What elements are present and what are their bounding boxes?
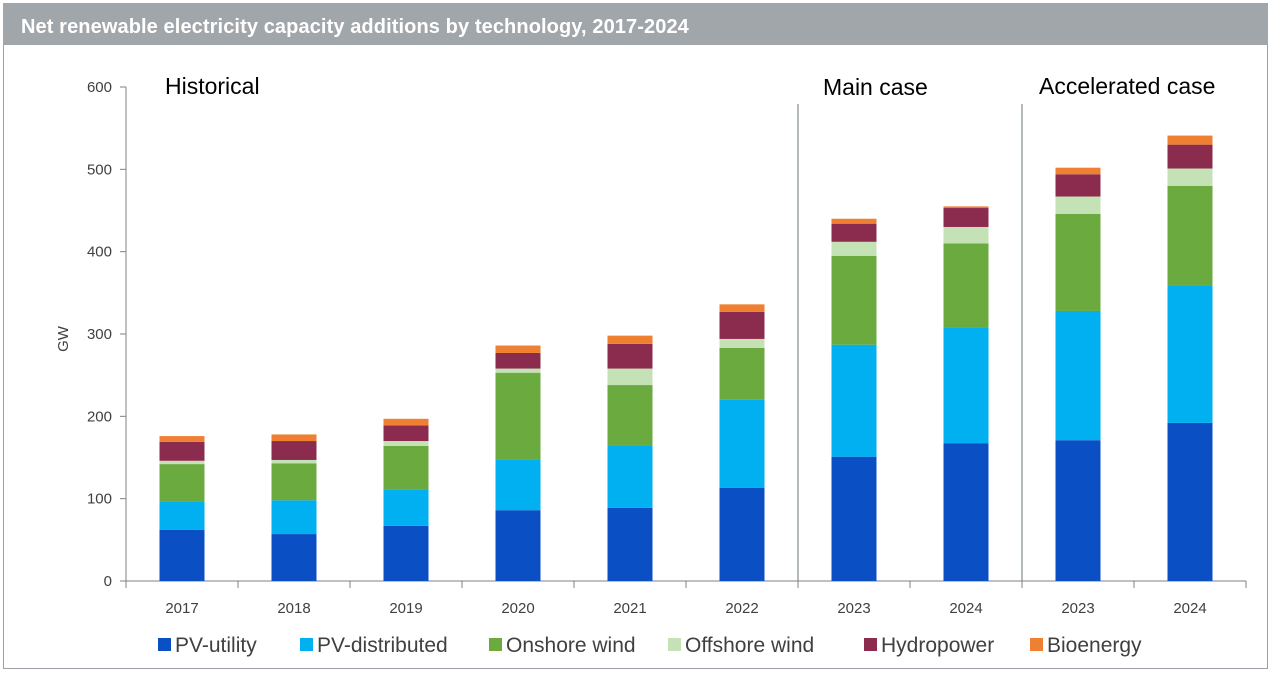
- bar-pv-distributed: [831, 344, 877, 457]
- bar-bioenergy: [831, 218, 877, 224]
- title-bar: Net renewable electricity capacity addit…: [3, 3, 1268, 45]
- bar-onshore-wind: [495, 372, 541, 460]
- bar-hydropower: [719, 311, 765, 339]
- bar-onshore-wind: [1167, 185, 1213, 286]
- bar-bioenergy: [943, 206, 989, 209]
- bar-hydropower: [1167, 144, 1213, 169]
- bar-pv-utility: [383, 525, 429, 581]
- legend-label: Hydropower: [881, 634, 994, 657]
- bar-offshore-wind: [831, 241, 877, 256]
- bar-bioenergy: [1055, 167, 1101, 175]
- bar-pv-distributed: [607, 445, 653, 508]
- y-tick-label: 600: [87, 79, 112, 96]
- bar-hydropower: [383, 425, 429, 442]
- bar-pv-distributed: [719, 399, 765, 488]
- legend-label: PV-distributed: [317, 634, 448, 657]
- bar-onshore-wind: [1055, 213, 1101, 311]
- bar-bioenergy: [383, 418, 429, 426]
- legend-swatch: [668, 638, 681, 651]
- y-tick-label: 300: [87, 326, 112, 343]
- y-axis-label: GW: [55, 325, 72, 352]
- bar-pv-distributed: [1167, 285, 1213, 423]
- x-tick-label: 2021: [613, 600, 646, 617]
- bar-bioenergy: [607, 335, 653, 344]
- x-tick-label: 2022: [725, 600, 758, 617]
- section-label: Historical: [165, 73, 260, 99]
- bar-onshore-wind: [719, 347, 765, 400]
- bar-offshore-wind: [1167, 168, 1213, 186]
- bar-offshore-wind: [943, 226, 989, 244]
- bar-onshore-wind: [943, 243, 989, 328]
- bar-hydropower: [495, 352, 541, 369]
- section-label: Main case: [823, 74, 928, 100]
- bar-pv-utility: [831, 456, 877, 581]
- bar-bioenergy: [719, 304, 765, 312]
- bar-bioenergy: [271, 434, 317, 442]
- legend-swatch: [864, 638, 877, 651]
- bar-pv-utility: [943, 443, 989, 581]
- bar-onshore-wind: [831, 255, 877, 345]
- x-tick-label: 2023: [837, 600, 870, 617]
- y-tick-label: 100: [87, 491, 112, 508]
- legend-label: Bioenergy: [1047, 634, 1142, 657]
- bar-hydropower: [271, 441, 317, 460]
- bar-bioenergy: [495, 345, 541, 353]
- x-tick-label: 2024: [949, 600, 982, 617]
- legend-swatch: [1030, 638, 1043, 651]
- bar-offshore-wind: [719, 338, 765, 348]
- bar-pv-utility: [159, 529, 205, 581]
- section-label: Accelerated case: [1039, 73, 1215, 99]
- bar-pv-utility: [719, 487, 765, 581]
- bar-pv-distributed: [943, 327, 989, 444]
- bar-bioenergy: [1167, 135, 1213, 145]
- x-tick-label: 2023: [1061, 600, 1094, 617]
- bar-onshore-wind: [271, 463, 317, 501]
- x-tick-label: 2020: [501, 600, 534, 617]
- bar-hydropower: [607, 343, 653, 369]
- y-tick-label: 500: [87, 161, 112, 178]
- bar-offshore-wind: [495, 368, 541, 373]
- legend-swatch: [300, 638, 313, 651]
- bar-pv-distributed: [1055, 310, 1101, 441]
- bar-offshore-wind: [1055, 196, 1101, 214]
- bar-hydropower: [831, 223, 877, 242]
- bar-pv-distributed: [495, 459, 541, 511]
- legend-label: PV-utility: [175, 634, 257, 657]
- bar-pv-distributed: [159, 501, 205, 530]
- bar-offshore-wind: [607, 368, 653, 386]
- x-tick-label: 2024: [1173, 600, 1206, 617]
- x-tick-label: 2019: [389, 600, 422, 617]
- legend-label: Offshore wind: [685, 634, 814, 657]
- bar-onshore-wind: [607, 385, 653, 446]
- chart-title: Net renewable electricity capacity addit…: [21, 16, 689, 38]
- bar-onshore-wind: [159, 464, 205, 502]
- bar-pv-utility: [1055, 440, 1101, 581]
- bar-hydropower: [159, 441, 205, 461]
- bar-bioenergy: [159, 436, 205, 442]
- y-tick-label: 0: [104, 573, 112, 590]
- bar-hydropower: [1055, 174, 1101, 197]
- legend-swatch: [158, 638, 171, 651]
- bar-pv-utility: [271, 534, 317, 581]
- bar-pv-utility: [495, 510, 541, 581]
- legend-label: Onshore wind: [506, 634, 636, 657]
- y-tick-label: 400: [87, 244, 112, 261]
- y-tick-label: 200: [87, 408, 112, 425]
- bar-offshore-wind: [383, 441, 429, 446]
- bar-pv-distributed: [271, 500, 317, 535]
- x-tick-label: 2017: [165, 600, 198, 617]
- x-tick-label: 2018: [277, 600, 310, 617]
- bar-pv-distributed: [383, 489, 429, 526]
- bar-pv-utility: [607, 507, 653, 581]
- bar-offshore-wind: [271, 459, 317, 464]
- bar-hydropower: [943, 208, 989, 227]
- bar-pv-utility: [1167, 422, 1213, 581]
- bar-onshore-wind: [383, 445, 429, 490]
- legend-swatch: [489, 638, 502, 651]
- bar-offshore-wind: [159, 460, 205, 465]
